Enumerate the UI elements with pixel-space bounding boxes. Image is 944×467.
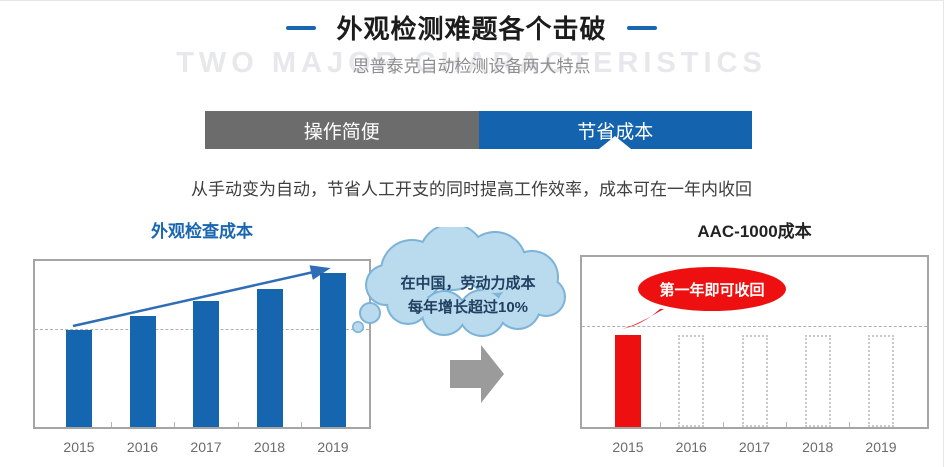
x-axis-label: 2018: [802, 439, 834, 455]
title-dash-left-icon: [286, 25, 317, 30]
cost-bar: [66, 330, 92, 427]
axis-tick: [110, 422, 112, 427]
cloud-text-line1: 在中国，劳动力成本: [400, 274, 535, 292]
right-chart-x-axis: 2015 2016 2017 2018 2019: [582, 439, 927, 457]
axis-tick: [849, 422, 851, 427]
right-chart-title: AAC-1000成本: [697, 222, 812, 241]
x-axis-label: 2017: [190, 439, 222, 455]
tab-easy-operation-label: 操作简便: [303, 121, 380, 143]
axis-tick: [237, 422, 239, 427]
tab-cost-saving-label: 节省成本: [577, 121, 654, 143]
placeholder-cost-bar: [678, 335, 705, 427]
x-axis-label: 2015: [63, 439, 95, 455]
description-text: 从手动变为自动，节省人工开支的同时提高工作效率，成本可在一年内收回: [191, 180, 752, 199]
left-chart-x-axis: 2015 2016 2017 2018 2019: [35, 439, 369, 457]
page-title: 外观检测难题各个击破: [336, 14, 607, 44]
x-axis-label: 2016: [126, 439, 159, 455]
transition-right-arrow-icon: [450, 345, 504, 403]
manual-inspection-cost-chart: [33, 259, 371, 429]
x-axis-label: 2016: [675, 439, 707, 455]
page-subtitle: 思普泰克自动检测设备两大特点: [352, 57, 591, 76]
axis-tick: [301, 422, 303, 427]
watermark-text: TWO MAJOR CHARACTERISTICS: [176, 47, 767, 79]
payback-speech-bubble: 第一年即可收回: [622, 267, 786, 329]
active-tab-notch-icon: [599, 136, 632, 149]
tab-easy-operation[interactable]: 操作简便: [205, 111, 479, 149]
tab-cost-saving[interactable]: 节省成本: [478, 111, 752, 149]
header: 外观检测难题各个击破: [0, 9, 943, 46]
left-chart-title: 外观检查成本: [151, 222, 253, 241]
labor-cost-cloud-callout: 在中国，劳动力成本 每年增长超过10%: [352, 227, 566, 337]
axis-tick: [786, 422, 788, 427]
cost-bar: [256, 289, 283, 427]
axis-tick: [174, 422, 176, 427]
first-year-cost-bar: [615, 335, 641, 427]
dashed-baseline: [582, 326, 927, 327]
placeholder-cost-bar: [741, 335, 768, 427]
cost-bar: [320, 273, 346, 427]
feature-tabs: 操作简便 节省成本: [205, 111, 752, 149]
placeholder-cost-bar: [868, 335, 894, 427]
trend-arrow-icon: [72, 265, 331, 328]
x-axis-label: 2018: [253, 439, 286, 455]
cost-bar: [193, 301, 219, 427]
cost-bar: [129, 316, 156, 427]
x-axis-label: 2015: [612, 439, 644, 455]
cloud-fill: [353, 227, 564, 335]
placeholder-cost-bar: [804, 335, 831, 427]
cloud-text-line2: 每年增长超过10%: [408, 298, 528, 316]
x-axis-label: 2019: [317, 439, 349, 455]
payback-bubble-text: 第一年即可收回: [659, 281, 764, 299]
axis-tick: [659, 422, 661, 427]
subtitle-block: TWO MAJOR CHARACTERISTICS 思普泰克自动检测设备两大特点: [0, 45, 943, 83]
title-dash-right-icon: [626, 25, 657, 30]
axis-tick: [722, 422, 724, 427]
x-axis-label: 2019: [865, 439, 897, 455]
x-axis-label: 2017: [738, 439, 771, 455]
